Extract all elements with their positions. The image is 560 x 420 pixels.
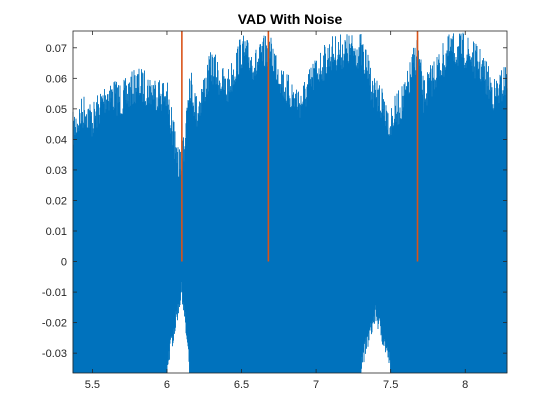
axes-box xyxy=(72,30,508,374)
x-tick-label: 7 xyxy=(313,379,319,391)
y-axis: -0.03 -0.02 -0.01 0 0.01 0.02 0.03 0.04 0.05 0.06… xyxy=(42,43,507,360)
y-tick-label: 0 xyxy=(61,257,67,269)
x-tick-label: 6.5 xyxy=(234,379,249,391)
y-tick-label: 0.04 xyxy=(46,134,67,146)
x-tick-label: 5.5 xyxy=(85,379,100,391)
y-tick-label: 0.02 xyxy=(46,195,67,207)
y-tick-label: -0.02 xyxy=(42,318,67,330)
y-tick-label: 0.06 xyxy=(46,73,67,85)
x-axis: 5.5 6 6.5 7 7.5 8 xyxy=(85,31,468,391)
y-tick-label: 0.07 xyxy=(46,43,67,55)
x-tick-label: 8 xyxy=(462,379,468,391)
x-tick-label: 6 xyxy=(164,379,170,391)
y-tick-label: -0.03 xyxy=(42,348,67,360)
y-tick-label: 0.01 xyxy=(46,226,67,238)
y-tick-label: 0.03 xyxy=(46,165,67,177)
y-tick-label: 0.05 xyxy=(46,104,67,116)
vad-marker-layer xyxy=(181,31,419,262)
y-tick-label: -0.01 xyxy=(42,287,67,299)
chart-title: VAD With Noise xyxy=(238,11,343,27)
x-tick-label: 7.5 xyxy=(383,379,398,391)
